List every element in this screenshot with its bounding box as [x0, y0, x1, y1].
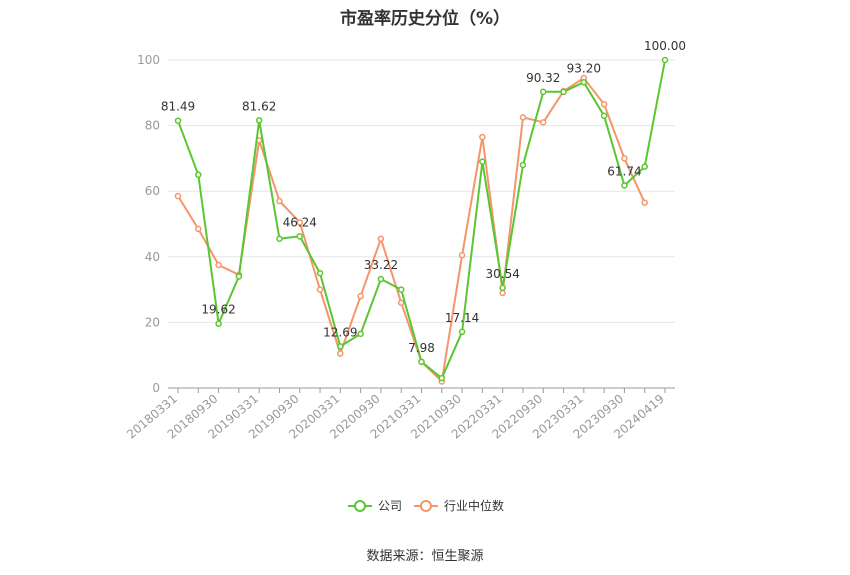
industry-median-point — [621, 155, 628, 162]
data-label: 93.20 — [567, 61, 601, 75]
legend-label: 行业中位数 — [444, 498, 504, 513]
legend-marker — [420, 500, 432, 512]
data-source-note: 数据来源：恒生聚源 — [366, 549, 484, 564]
company-point — [458, 328, 466, 336]
company-point — [235, 273, 243, 280]
industry-median-point — [174, 192, 182, 200]
industry-median-point — [519, 114, 527, 121]
data-label: 81.49 — [161, 100, 195, 114]
company-point — [215, 320, 222, 327]
chart-title: 市盈率历史分位（%） — [339, 9, 511, 29]
data-label: 17.14 — [445, 311, 479, 325]
data-label: 12.69 — [323, 325, 357, 339]
company-point — [540, 88, 547, 96]
industry-median-point — [296, 219, 303, 226]
y-tick-label: 100 — [137, 53, 160, 67]
industry-median-point — [195, 225, 202, 233]
company-point — [255, 117, 263, 124]
company-point — [418, 358, 425, 366]
data-label: 61.74 — [607, 164, 641, 178]
series-line-industry-median — [177, 77, 646, 383]
y-tick-label: 20 — [145, 315, 160, 329]
data-label: 90.32 — [526, 71, 560, 85]
industry-median-point — [458, 251, 466, 259]
industry-median-point — [316, 286, 324, 293]
data-labels: 81.49 19.62 81.62 46.24 12.69 33.22 7.98 17.14 3… — [161, 39, 686, 355]
y-tick-label: 0 — [152, 381, 160, 395]
company-point — [621, 182, 628, 189]
company-point — [560, 88, 567, 96]
company-point — [600, 112, 608, 120]
industry-median-point — [377, 235, 385, 243]
industry-median-point — [337, 350, 344, 357]
industry-median-point — [600, 101, 608, 108]
company-point — [519, 161, 527, 169]
y-tick-label: 80 — [145, 119, 160, 133]
company-point — [641, 163, 648, 170]
company-point — [479, 158, 486, 165]
company-point — [357, 330, 364, 338]
company-point — [397, 286, 405, 293]
company-point — [377, 275, 385, 283]
y-tick-label: 40 — [145, 250, 160, 264]
industry-median-point — [357, 292, 364, 300]
industry-median-point — [540, 119, 547, 126]
data-label: 7.98 — [408, 341, 435, 355]
legend-label: 公司 — [378, 499, 402, 513]
data-label: 19.62 — [201, 303, 235, 317]
data-label: 30.54 — [485, 267, 519, 281]
data-label: 81.62 — [242, 99, 276, 113]
industry-median-point — [276, 197, 283, 205]
company-point — [661, 56, 669, 64]
company-point — [499, 284, 506, 292]
series-lines — [174, 56, 669, 385]
data-label: 100.00 — [644, 39, 686, 53]
company-point — [337, 343, 344, 350]
company-point — [195, 171, 202, 179]
industry-median-point — [479, 133, 486, 141]
industry-median-point — [215, 261, 222, 269]
axes: 0204060801002018033120180930201903312019… — [124, 53, 675, 442]
data-label: 33.22 — [364, 258, 398, 272]
company-point — [438, 374, 446, 382]
legend-item-company: 公司 — [348, 499, 402, 513]
legend-item-industry-median: 行业中位数 — [414, 498, 504, 513]
industry-median-point — [397, 299, 405, 306]
company-point — [316, 269, 324, 277]
legend-marker — [354, 500, 366, 512]
industry-median-point — [641, 199, 648, 206]
company-point — [276, 235, 283, 243]
y-tick-label: 60 — [145, 184, 160, 198]
company-point — [580, 79, 588, 86]
industry-median-point — [499, 289, 506, 297]
company-point — [174, 117, 182, 124]
data-label: 46.24 — [283, 215, 317, 229]
company-point — [296, 233, 303, 240]
legend: 公司 行业中位数 — [348, 498, 504, 513]
grid-lines — [168, 59, 675, 323]
